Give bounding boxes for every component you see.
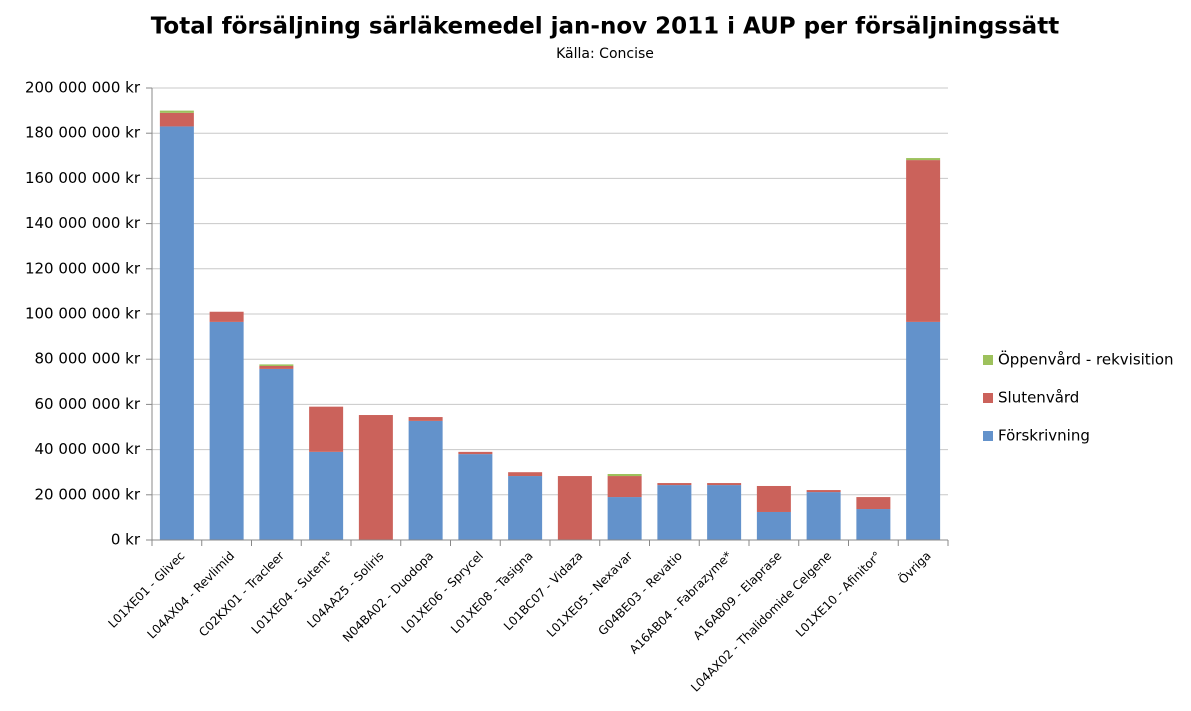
bar-segment <box>906 158 941 161</box>
bar-segment <box>906 160 941 322</box>
bar-segment <box>856 497 891 510</box>
bar-segment <box>557 476 592 540</box>
x-tick-label: L01XE04 - Sutent° <box>249 549 337 637</box>
x-tick-label: G04BE03 - Revatio <box>595 549 685 639</box>
bar-segment <box>259 364 294 366</box>
x-tick-label: C02KX01 - Tracleer <box>196 549 287 640</box>
bar-segment <box>458 451 493 455</box>
x-tick-label: L01XE05 - Nexavar <box>544 549 635 640</box>
bar-segment <box>707 483 742 486</box>
bar-segment <box>806 492 841 540</box>
bar-segment <box>856 509 891 540</box>
bar-segment <box>806 490 841 493</box>
bar-segment <box>906 321 941 540</box>
bar-segment <box>209 321 244 540</box>
bar-segment <box>458 454 493 540</box>
bar-segment <box>408 420 443 540</box>
bar-segment <box>159 112 194 127</box>
y-tick-label: 140 000 000 kr <box>25 214 141 232</box>
x-tick-label: Övriga <box>894 547 933 586</box>
chart-subtitle: Källa: Concise <box>556 46 654 62</box>
x-tick-label: A16AB09 - Elaprase <box>690 549 784 643</box>
x-tick-label: L04AX04 - Revlimid <box>144 549 237 642</box>
y-tick-label: 160 000 000 kr <box>25 169 141 187</box>
bar-segment <box>358 415 393 540</box>
bar-segment <box>259 368 294 540</box>
x-tick-label: L01XE08 - Tasigna <box>448 549 536 637</box>
bar-segment <box>508 472 543 477</box>
y-tick-label: 120 000 000 kr <box>25 259 141 277</box>
bar-segment <box>209 311 244 322</box>
bar-segment <box>756 511 791 540</box>
x-tick-label: L01XE06 - Sprycel <box>399 549 486 636</box>
bar-segment <box>159 110 194 113</box>
bar-segment <box>309 451 344 540</box>
y-tick-label: 20 000 000 kr <box>34 485 140 503</box>
y-tick-label: 200 000 000 kr <box>25 79 141 97</box>
bar-segment <box>657 483 692 486</box>
x-tick-label: L01XE10 - Afinitor° <box>793 549 884 640</box>
legend-label: Slutenvård <box>998 389 1079 407</box>
bar-segment <box>607 474 642 477</box>
bar-segment <box>159 126 194 541</box>
y-tick-label: 60 000 000 kr <box>34 395 140 413</box>
chart-title: Total försäljning särläkemedel jan-nov 2… <box>151 14 1059 40</box>
y-tick-label: 0 kr <box>111 531 141 549</box>
legend-swatch <box>983 355 993 365</box>
y-tick-label: 180 000 000 kr <box>25 124 141 142</box>
x-tick-label: N04BA02 - Duodopa <box>340 549 436 645</box>
bar-segment <box>259 365 294 369</box>
bar-segment <box>508 476 543 540</box>
y-tick-label: 80 000 000 kr <box>34 350 140 368</box>
legend-swatch <box>983 393 993 403</box>
bar-segment <box>707 485 742 540</box>
y-tick-label: 40 000 000 kr <box>34 440 140 458</box>
y-tick-label: 100 000 000 kr <box>25 305 141 323</box>
bar-segment <box>756 485 791 512</box>
legend-swatch <box>983 431 993 441</box>
bar-segment <box>309 406 344 452</box>
x-tick-label: A16AB04 - Fabrazyme* <box>627 549 735 657</box>
bar-segment <box>657 485 692 540</box>
legend-label: Förskrivning <box>998 427 1090 445</box>
bar-segment <box>408 417 443 421</box>
legend-label: Öppenvård - rekvisition <box>998 350 1174 369</box>
bar-segment <box>607 476 642 498</box>
bar-segment <box>607 497 642 540</box>
